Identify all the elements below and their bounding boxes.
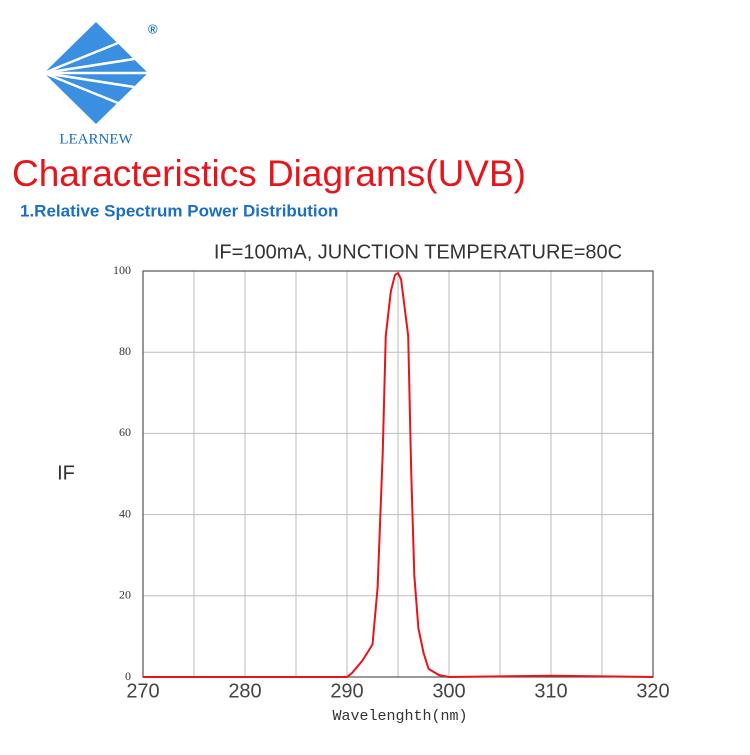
plot-frame	[142, 270, 654, 678]
y-tick-label: 60	[119, 425, 131, 439]
y-tick-label: 100	[113, 263, 131, 277]
chart: IF=100mA, JUNCTION TEMPERATURE=80C IF Wave…	[57, 241, 670, 725]
brand: LEARNEW	[59, 131, 133, 147]
heading: Characteristics Diagrams(UVB)	[12, 153, 526, 194]
x-tick-label: 320	[636, 680, 669, 702]
x-axis-label: Wavelenghth(nm)	[332, 708, 467, 725]
x-tick-label: 310	[534, 680, 567, 702]
x-tick-label: 280	[228, 680, 261, 702]
logo	[43, 22, 148, 124]
y-tick-label: 0	[125, 669, 131, 683]
y-tick-label: 20	[119, 588, 131, 602]
y-tick-label: 40	[119, 506, 131, 520]
y-axis-label: IF	[57, 462, 75, 484]
x-tick-label: 270	[126, 680, 159, 702]
y-tick-label: 80	[119, 344, 131, 358]
chart-title: IF=100mA, JUNCTION TEMPERATURE=80C	[214, 241, 622, 263]
registered-mark: ®	[148, 21, 158, 36]
x-tick-label: 290	[330, 680, 363, 702]
subheading: 1.Relative Spectrum Power Distribution	[20, 201, 338, 220]
series-line	[143, 272, 654, 678]
x-tick-label: 300	[432, 680, 465, 702]
